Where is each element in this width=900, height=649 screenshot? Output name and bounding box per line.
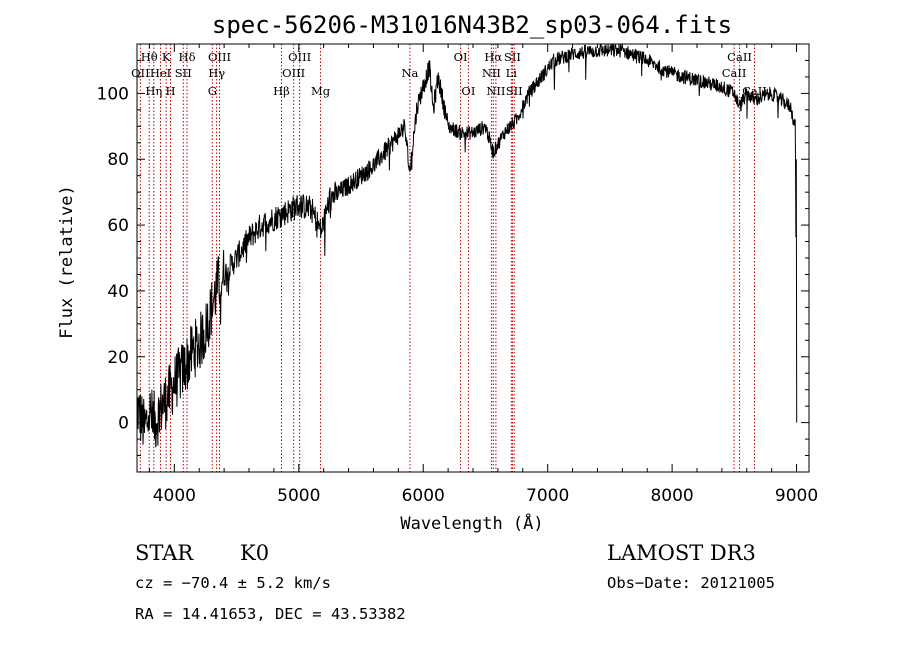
spectral-line-label: Na	[401, 66, 418, 80]
spectral-line-label: Hθ	[141, 50, 158, 64]
ra-dec-coordinates: RA = 14.41653, DEC = 43.53382	[135, 605, 406, 623]
y-tick-label: 80	[107, 150, 129, 170]
spectral-line-label: OIII	[208, 50, 231, 64]
x-tick-label: 6000	[402, 486, 445, 506]
y-tick-label: 100	[97, 84, 129, 104]
x-tick-label: 5000	[277, 486, 320, 506]
spectral-line-label: Hδ	[179, 50, 196, 64]
y-axis-ticks: 0 20 40 60 80 100	[97, 59, 809, 457]
x-axis-ticks: 4000 5000 6000 7000 8000 9000	[148, 44, 818, 506]
y-tick-label: 60	[107, 216, 129, 236]
spectral-line-label: OIII	[288, 50, 311, 64]
spectral-line-label: NII	[482, 66, 501, 80]
spectral-line-label: CaII	[722, 66, 747, 80]
spectral-line-label: SII	[506, 84, 523, 98]
y-tick-label: 0	[118, 414, 129, 434]
redshift-velocity: cz = −70.4 ± 5.2 km/s	[135, 574, 331, 592]
spectral-line-label: SII	[504, 50, 521, 64]
chart-title: spec-56206-M31016N43B2_sp03-064.fits	[212, 11, 732, 39]
spectral-line-label: NII	[486, 84, 505, 98]
spectral-line-label: SII	[175, 66, 192, 80]
spectral-line-label: OI	[461, 84, 475, 98]
x-axis-label: Wavelength (Å)	[400, 512, 543, 534]
spectral-line-label: Hβ	[273, 84, 290, 98]
x-tick-label: 9000	[775, 486, 818, 506]
spectral-line-label: K	[162, 50, 171, 64]
y-tick-label: 40	[107, 282, 129, 302]
spectral-line-label: OIII	[282, 66, 305, 80]
spectral-line-label: OI	[454, 50, 468, 64]
spectral-line-label: Hη	[145, 84, 162, 98]
spectral-line-label: Mg	[311, 84, 331, 98]
y-tick-label: 20	[107, 348, 129, 368]
x-tick-label: 7000	[526, 486, 569, 506]
spectral-line-labels: Hθ OII Hη HeI K H Hδ SII OIII Hγ G OIII OIII Hβ Mg Na OI…	[131, 50, 767, 98]
object-class: STAR	[135, 541, 194, 565]
spectral-line-label: HeI	[150, 66, 171, 80]
spectral-line-label: OII	[131, 66, 150, 80]
y-axis-label: Flux (relative)	[57, 185, 77, 339]
spectral-line-markers	[139, 44, 755, 472]
x-tick-label: 4000	[153, 486, 196, 506]
observation-date: Obs−Date: 20121005	[607, 574, 775, 592]
spectral-line-label: Li	[506, 66, 518, 80]
spectral-line-label: G	[208, 84, 217, 98]
survey-name: LAMOST DR3	[607, 541, 756, 565]
object-subclass: K0	[240, 541, 269, 565]
spectral-line-label: Hα	[484, 50, 502, 64]
spectral-line-label: CaII	[727, 50, 752, 64]
spectral-line-label: H	[165, 84, 175, 98]
spectral-line-label: Hγ	[208, 66, 225, 80]
flux-series-line	[136, 42, 798, 448]
plot-frame	[136, 43, 810, 473]
x-tick-label: 8000	[650, 486, 693, 506]
